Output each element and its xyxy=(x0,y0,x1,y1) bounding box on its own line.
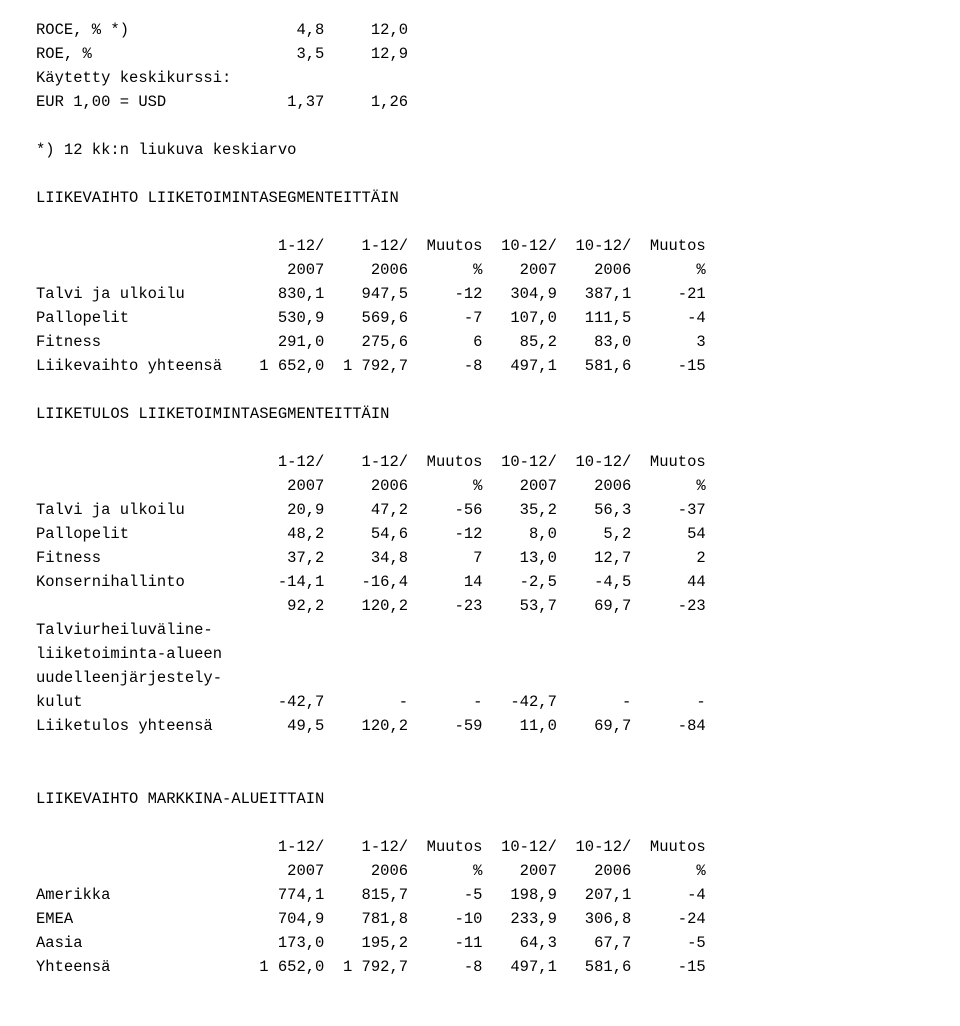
financial-report-text: ROCE, % *) 4,8 12,0 ROE, % 3,5 12,9 Käyt… xyxy=(36,18,924,979)
document-page: ROCE, % *) 4,8 12,0 ROE, % 3,5 12,9 Käyt… xyxy=(0,0,960,1019)
